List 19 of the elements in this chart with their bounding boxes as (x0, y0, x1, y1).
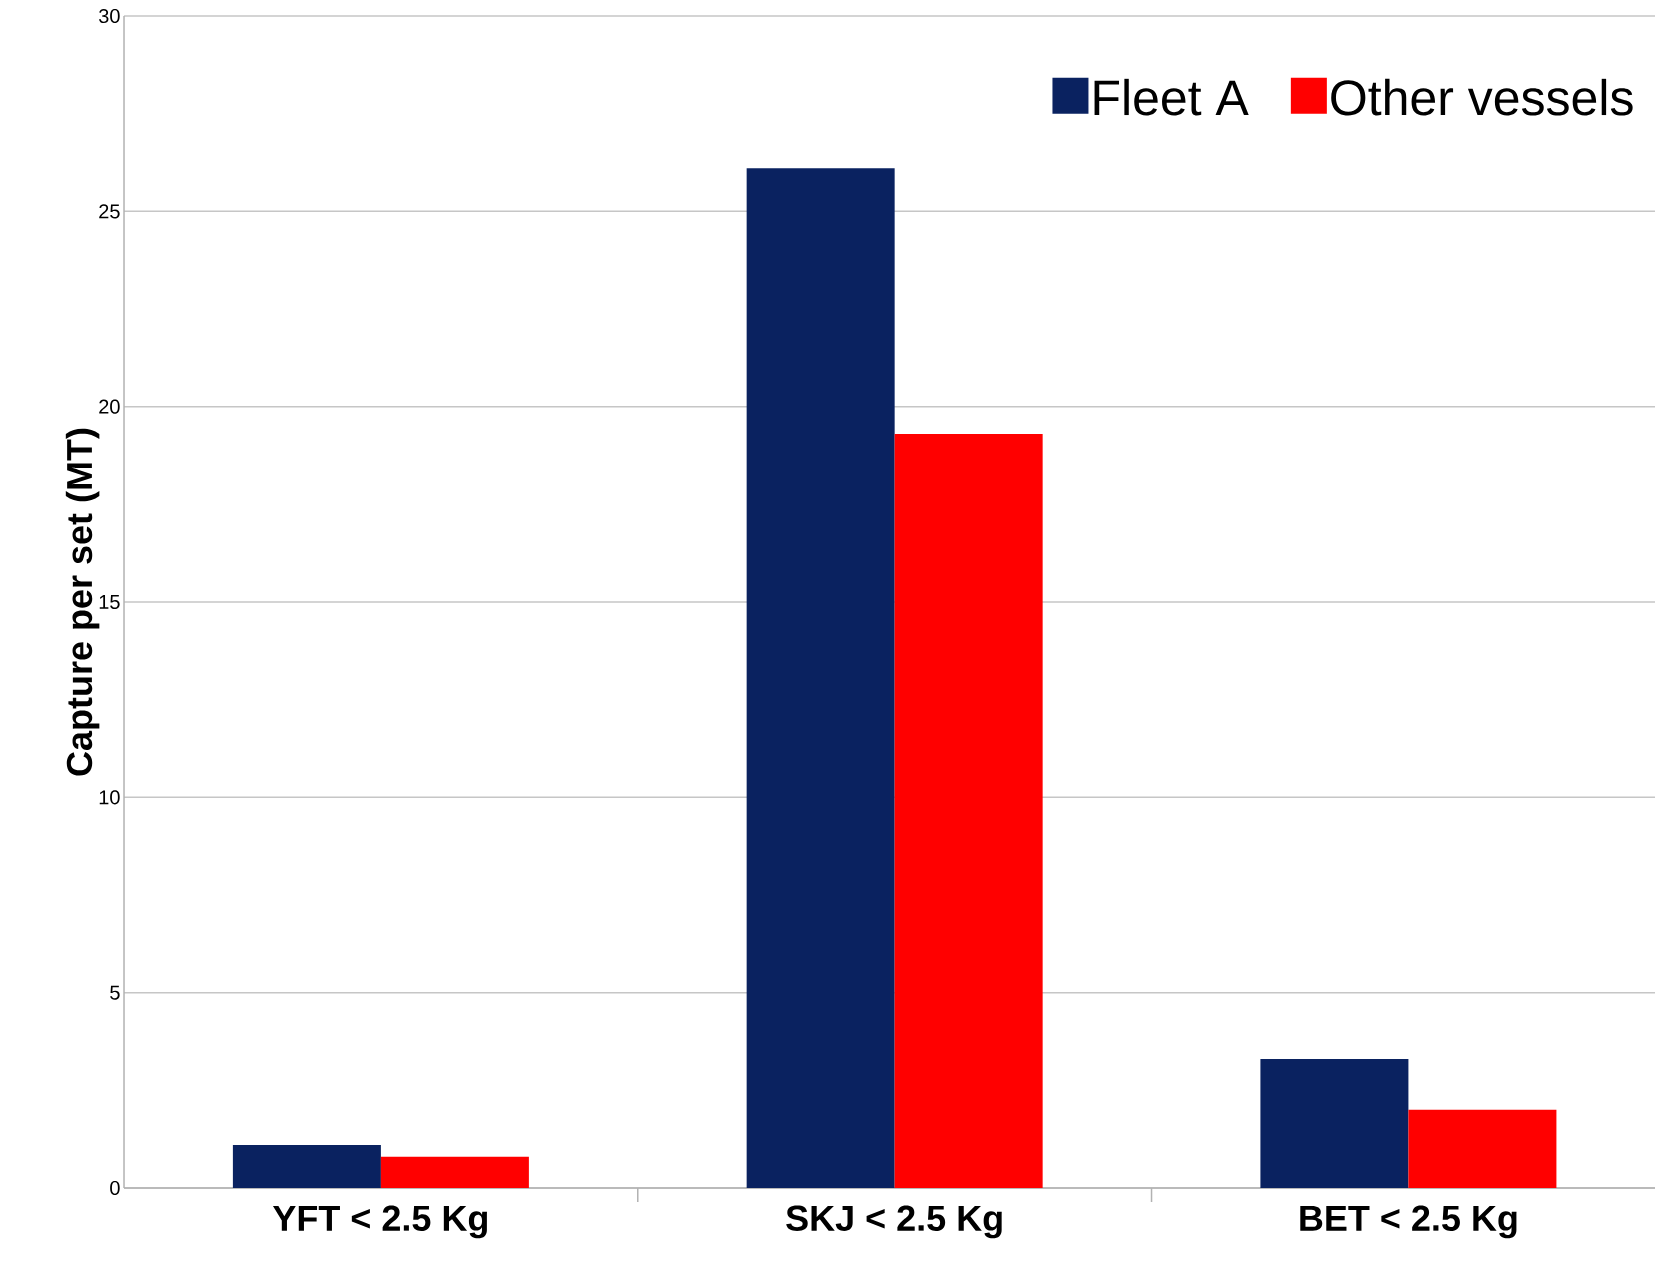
x-tick-label: SKJ < 2.5 Kg (786, 1205, 1002, 1239)
y-tick-label: 25 (99, 204, 120, 219)
bar (894, 434, 1043, 1188)
y-tick-label: 0 (110, 1180, 120, 1196)
y-tick-label: 15 (99, 595, 120, 609)
bar (746, 168, 895, 1188)
legend-label: Fleet A (1094, 78, 1249, 116)
bar (380, 1156, 529, 1188)
bar (1408, 1109, 1557, 1188)
y-tick-label: 10 (99, 790, 120, 805)
x-tick-label: YFT < 2.5 Kg (272, 1205, 487, 1239)
y-axis-title: Capture per set (MT) (65, 428, 100, 776)
bar (232, 1145, 381, 1188)
y-tick-label: 30 (99, 8, 120, 24)
y-tick-label: 5 (110, 985, 120, 1000)
bar (1260, 1059, 1409, 1188)
x-tick-label: BET < 2.5 Kg (1300, 1205, 1517, 1239)
y-tick-label: 20 (99, 399, 120, 414)
legend-label: Other vessels (1331, 78, 1633, 116)
